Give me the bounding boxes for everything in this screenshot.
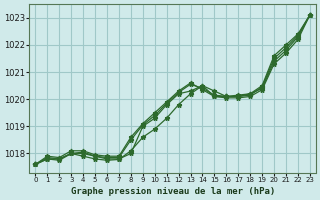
- X-axis label: Graphe pression niveau de la mer (hPa): Graphe pression niveau de la mer (hPa): [70, 187, 275, 196]
